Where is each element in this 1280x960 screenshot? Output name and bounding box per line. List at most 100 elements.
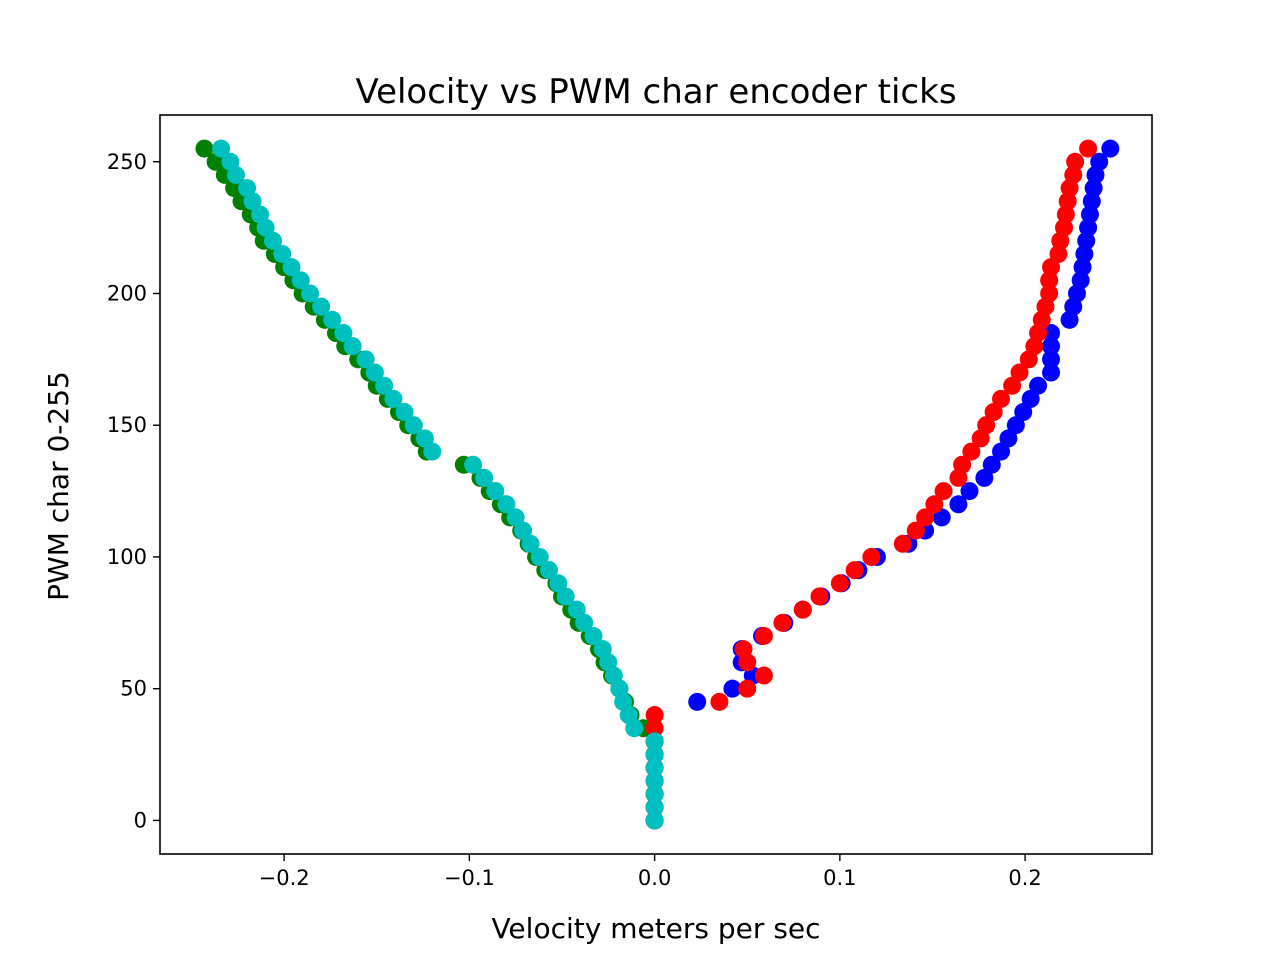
data-point (830, 574, 849, 593)
series-3 (212, 139, 664, 830)
data-point (1042, 258, 1061, 277)
data-point (423, 442, 442, 461)
data-point (251, 205, 270, 224)
data-point (1079, 218, 1098, 237)
data-point (356, 350, 375, 369)
data-points (195, 139, 1120, 830)
data-point (404, 416, 423, 435)
data-point (264, 231, 283, 250)
data-point (486, 482, 505, 501)
data-point (1066, 152, 1085, 171)
data-point (1042, 324, 1061, 343)
x-tick-label: 0.0 (638, 866, 671, 890)
data-point (521, 534, 540, 553)
data-point (395, 403, 414, 422)
data-point (384, 389, 403, 408)
data-point (1010, 363, 1029, 382)
data-point (540, 561, 559, 580)
data-point (645, 706, 664, 725)
data-point (1071, 271, 1090, 290)
data-point (734, 640, 753, 659)
data-point (906, 521, 925, 540)
data-point (225, 179, 244, 198)
data-point (773, 613, 792, 632)
data-point (645, 732, 664, 751)
data-point (475, 468, 494, 487)
data-point (1080, 205, 1099, 224)
data-point (916, 508, 935, 527)
data-point (999, 429, 1018, 448)
data-point (375, 376, 394, 395)
data-point (1042, 337, 1061, 356)
x-tick-label: −0.2 (259, 866, 310, 890)
data-point (688, 692, 707, 711)
data-point (975, 468, 994, 487)
data-point (291, 271, 310, 290)
data-point (645, 811, 664, 830)
data-point (645, 771, 664, 790)
data-point (301, 284, 320, 303)
data-point (464, 455, 483, 474)
data-point (862, 547, 881, 566)
data-point (238, 179, 257, 198)
data-point (1077, 231, 1096, 250)
data-point (738, 679, 757, 698)
chart-title: Velocity vs PWM char encoder ticks (355, 72, 956, 112)
data-point (282, 258, 301, 277)
plot-frame (159, 114, 1153, 855)
data-point (1082, 192, 1101, 211)
data-point (365, 363, 384, 382)
data-point (497, 495, 516, 514)
data-point (1055, 218, 1074, 237)
data-point (1006, 416, 1025, 435)
data-point (982, 455, 1001, 474)
data-point (810, 587, 829, 606)
data-point (960, 482, 979, 501)
data-point (793, 600, 812, 619)
data-point (992, 442, 1011, 461)
x-axis-label: Velocity meters per sec (491, 912, 820, 945)
data-point (1073, 258, 1092, 277)
y-tick-label: 50 (120, 677, 147, 701)
data-point (1003, 376, 1022, 395)
data-point (1064, 165, 1083, 184)
x-tick-label: −0.1 (444, 866, 495, 890)
x-tick-label: 0.2 (1008, 866, 1041, 890)
data-point (312, 297, 331, 316)
data-point (932, 508, 951, 527)
y-axis-label: PWM char 0-255 (42, 371, 75, 601)
data-point (1029, 376, 1048, 395)
data-point (506, 508, 525, 527)
data-point (1058, 192, 1077, 211)
data-point (893, 534, 912, 553)
data-point (334, 324, 353, 343)
data-point (1021, 389, 1040, 408)
data-point (845, 561, 864, 580)
data-point (723, 679, 742, 698)
data-point (754, 626, 773, 645)
data-point (754, 666, 773, 685)
data-point (1014, 403, 1033, 422)
data-point (953, 455, 972, 474)
data-point (1075, 244, 1094, 263)
y-tick-label: 100 (107, 545, 147, 569)
y-tick-label: 250 (107, 150, 147, 174)
data-point (221, 152, 240, 171)
y-tick-label: 200 (107, 281, 147, 305)
x-tick-label: 0.1 (823, 866, 856, 890)
data-point (584, 626, 603, 645)
data-point (1042, 363, 1061, 382)
data-point (212, 139, 231, 158)
data-point (1040, 284, 1059, 303)
y-axis-ticks: 0 50 100 150 200 250 (107, 150, 160, 832)
data-point (549, 574, 568, 593)
data-point (1040, 271, 1059, 290)
data-point (530, 547, 549, 566)
data-point (273, 244, 292, 263)
data-point (710, 692, 729, 711)
data-point (962, 442, 981, 461)
data-point (415, 429, 434, 448)
data-point (567, 600, 586, 619)
data-point (1079, 139, 1098, 158)
